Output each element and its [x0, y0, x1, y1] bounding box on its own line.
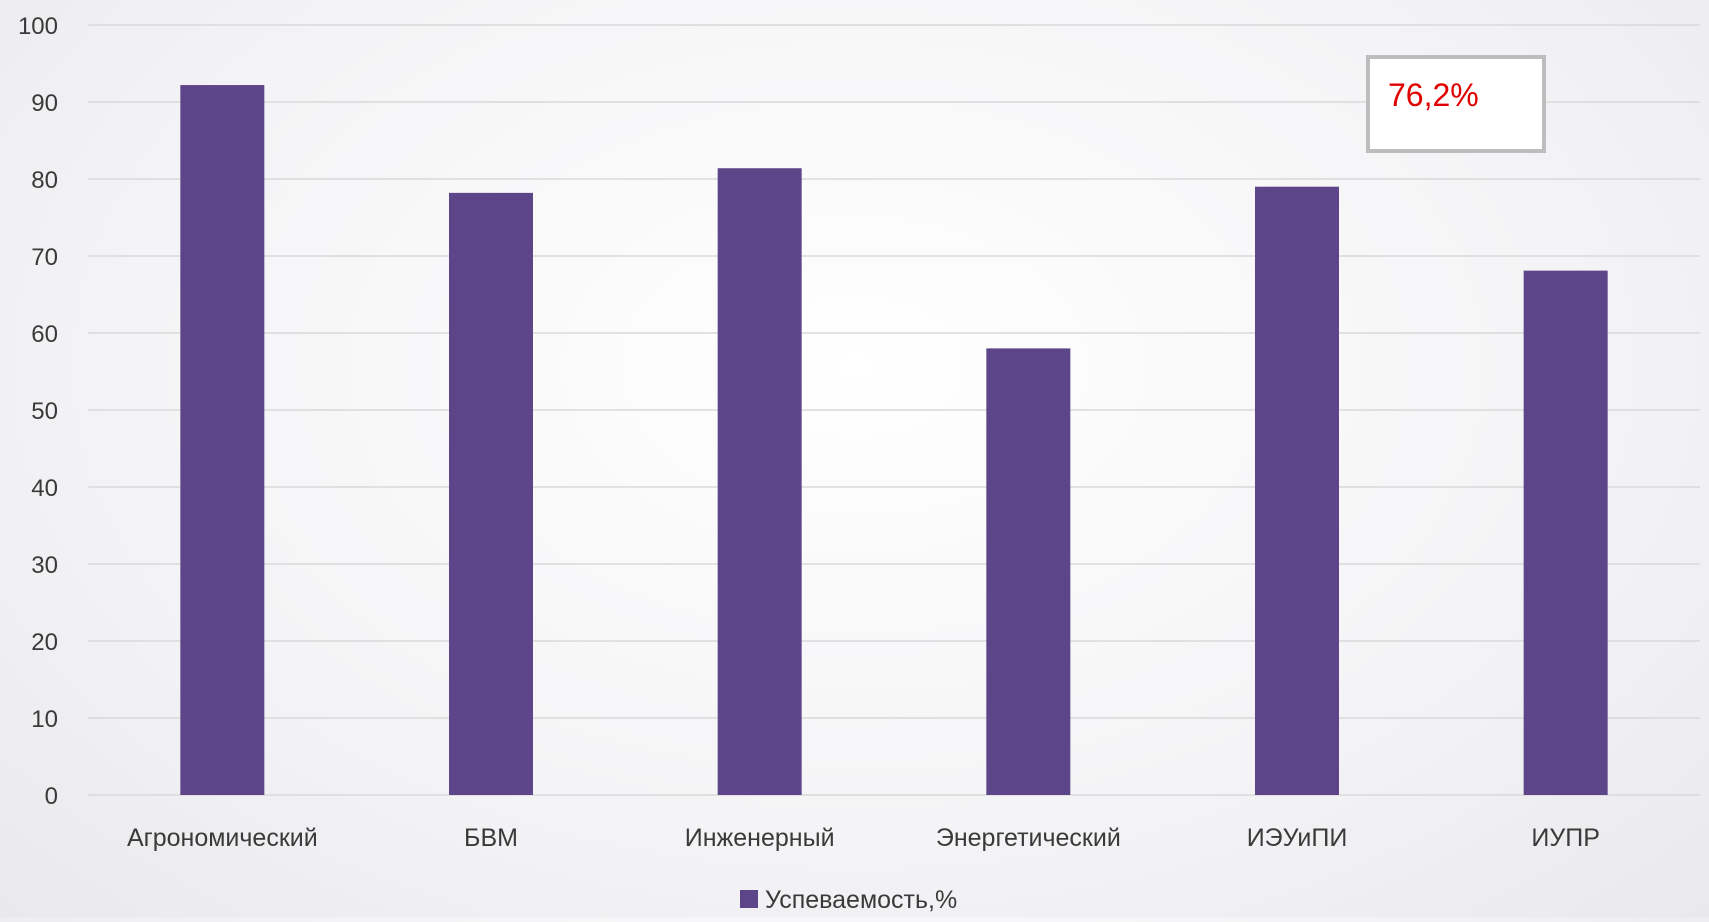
y-tick-label: 30 [31, 552, 58, 579]
average-callout: 76,2% [1366, 55, 1546, 153]
x-category-label: ИУПР [1531, 824, 1600, 852]
x-category-label: Агрономический [127, 824, 318, 852]
x-category-label: Инженерный [685, 824, 835, 852]
bar [180, 85, 265, 795]
x-category-label: ИЭУиПИ [1247, 824, 1348, 852]
legend-swatch [740, 890, 758, 908]
bar [449, 192, 533, 796]
y-tick-label: 40 [31, 475, 58, 502]
bar [986, 348, 1071, 795]
legend-label: Успеваемость,% [765, 886, 957, 914]
y-tick-label: 60 [31, 321, 58, 348]
y-tick-label: 100 [18, 13, 58, 40]
y-axis-ticks: 0 10 20 30 40 50 60 70 80 90 100 [18, 13, 58, 810]
y-tick-label: 20 [31, 629, 58, 656]
bar [1523, 270, 1608, 795]
y-tick-label: 50 [31, 398, 58, 425]
callout-text: 76,2% [1388, 77, 1479, 113]
y-tick-label: 0 [45, 783, 58, 810]
callout-box [1366, 55, 1546, 153]
y-tick-label: 10 [31, 706, 58, 733]
x-axis-labels: Агрономический БВМ Инженерный Энергетически… [127, 824, 1600, 852]
x-category-label: БВМ [464, 824, 518, 852]
y-tick-label: 80 [31, 167, 58, 194]
y-tick-label: 90 [31, 90, 58, 117]
x-category-label: Энергетический [936, 824, 1121, 852]
legend: Успеваемость,% [740, 886, 957, 914]
bars [180, 85, 1608, 796]
bar [1255, 186, 1339, 795]
bar [717, 168, 802, 796]
y-tick-label: 70 [31, 244, 58, 271]
